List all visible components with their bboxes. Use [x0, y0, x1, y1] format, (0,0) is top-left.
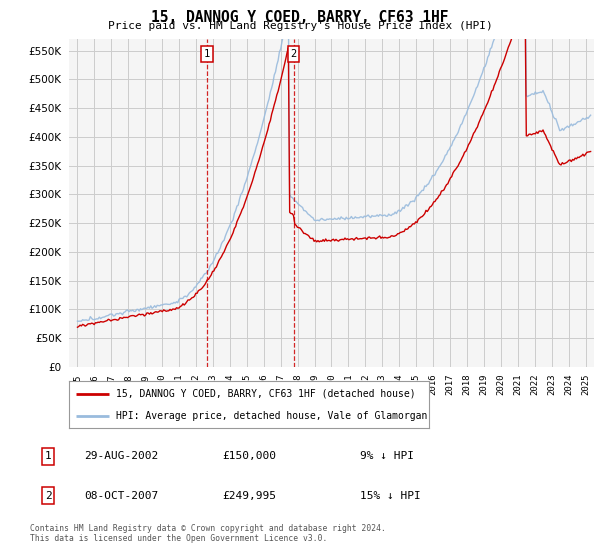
- Text: 15% ↓ HPI: 15% ↓ HPI: [360, 491, 421, 501]
- Text: 15, DANNOG Y COED, BARRY, CF63 1HF (detached house): 15, DANNOG Y COED, BARRY, CF63 1HF (deta…: [116, 389, 415, 399]
- Text: 9% ↓ HPI: 9% ↓ HPI: [360, 451, 414, 461]
- Text: HPI: Average price, detached house, Vale of Glamorgan: HPI: Average price, detached house, Vale…: [116, 410, 427, 421]
- Text: £249,995: £249,995: [222, 491, 276, 501]
- Text: 1: 1: [44, 451, 52, 461]
- Text: 2: 2: [290, 49, 297, 59]
- Text: 29-AUG-2002: 29-AUG-2002: [84, 451, 158, 461]
- Text: £150,000: £150,000: [222, 451, 276, 461]
- Text: 2: 2: [44, 491, 52, 501]
- Text: Contains HM Land Registry data © Crown copyright and database right 2024.
This d: Contains HM Land Registry data © Crown c…: [30, 524, 386, 543]
- Text: Price paid vs. HM Land Registry's House Price Index (HPI): Price paid vs. HM Land Registry's House …: [107, 21, 493, 31]
- Text: 08-OCT-2007: 08-OCT-2007: [84, 491, 158, 501]
- Text: 1: 1: [204, 49, 211, 59]
- Text: 15, DANNOG Y COED, BARRY, CF63 1HF: 15, DANNOG Y COED, BARRY, CF63 1HF: [151, 10, 449, 25]
